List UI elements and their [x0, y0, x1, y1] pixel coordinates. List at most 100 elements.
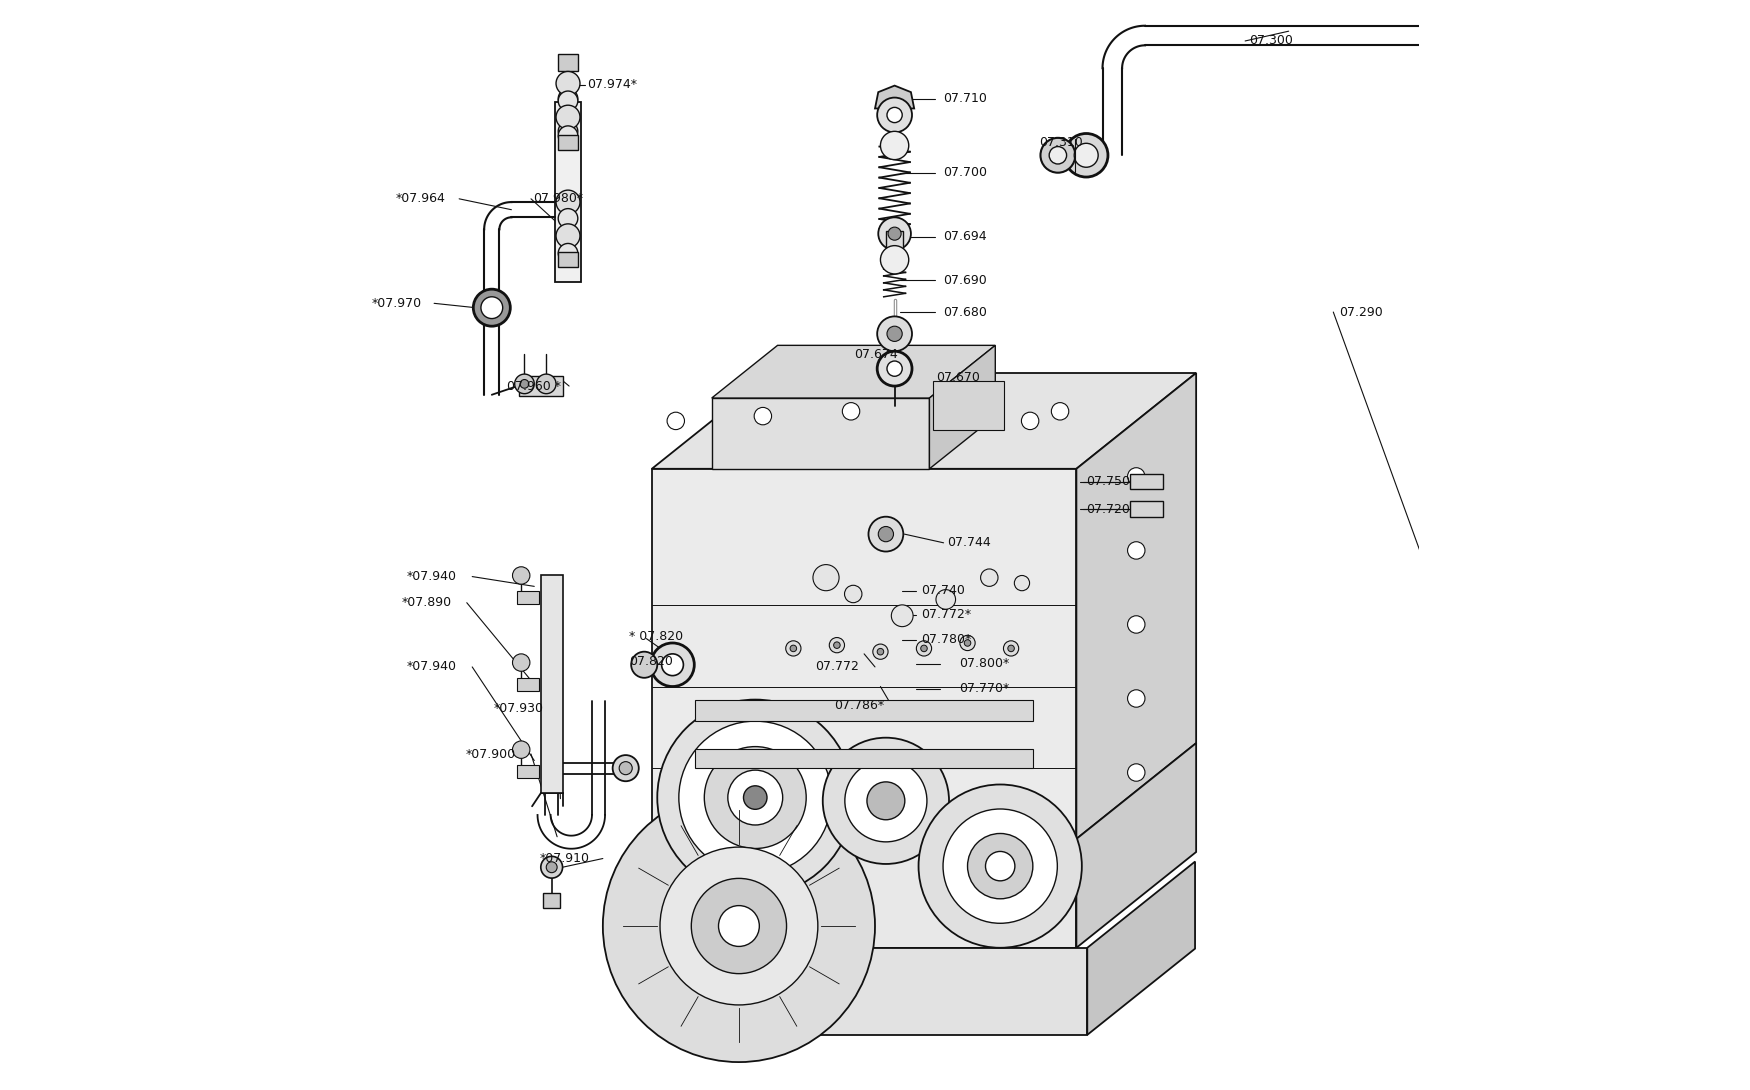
Circle shape — [513, 741, 530, 759]
Bar — [1130, 474, 1164, 489]
Text: 07.710: 07.710 — [943, 93, 987, 105]
Bar — [555, 102, 581, 281]
Circle shape — [830, 638, 845, 653]
Circle shape — [964, 640, 971, 646]
Text: 07.670: 07.670 — [936, 371, 980, 384]
Circle shape — [1465, 727, 1500, 762]
Circle shape — [919, 785, 1082, 948]
Circle shape — [602, 790, 875, 1062]
Polygon shape — [1087, 861, 1195, 1034]
Bar — [1130, 501, 1164, 517]
Text: *07.940: *07.940 — [408, 661, 457, 674]
Circle shape — [481, 296, 502, 318]
Text: 07.720: 07.720 — [1087, 502, 1130, 516]
Text: * 07.820: * 07.820 — [628, 630, 682, 643]
Circle shape — [936, 590, 956, 609]
Circle shape — [1127, 468, 1144, 485]
Text: *07.890: *07.890 — [401, 596, 452, 609]
Circle shape — [704, 747, 807, 848]
Circle shape — [556, 106, 579, 129]
Circle shape — [719, 906, 760, 946]
Circle shape — [943, 809, 1057, 923]
Circle shape — [632, 652, 658, 678]
Circle shape — [891, 605, 914, 627]
Circle shape — [558, 243, 578, 263]
Text: 07.700: 07.700 — [943, 166, 987, 179]
Bar — [520, 376, 562, 396]
Bar — [933, 382, 1004, 431]
Circle shape — [556, 72, 579, 96]
Circle shape — [558, 121, 578, 141]
Circle shape — [660, 847, 817, 1005]
Circle shape — [679, 722, 831, 874]
Circle shape — [968, 834, 1032, 899]
Bar — [712, 398, 929, 469]
Text: 07.310: 07.310 — [1040, 136, 1083, 148]
Circle shape — [887, 326, 903, 341]
Circle shape — [541, 857, 562, 879]
Circle shape — [620, 762, 632, 775]
Circle shape — [880, 131, 908, 159]
Circle shape — [1022, 412, 1040, 429]
Text: 07.974*: 07.974* — [588, 78, 637, 92]
Circle shape — [963, 398, 980, 415]
Circle shape — [537, 374, 556, 393]
Circle shape — [1475, 762, 1489, 775]
Polygon shape — [651, 373, 1197, 469]
Circle shape — [786, 641, 802, 656]
Circle shape — [514, 374, 534, 393]
Text: 07.772*: 07.772* — [920, 608, 971, 621]
Polygon shape — [1076, 743, 1197, 948]
Circle shape — [513, 654, 530, 671]
Bar — [886, 231, 903, 255]
Circle shape — [1015, 576, 1029, 591]
Circle shape — [556, 223, 579, 247]
Circle shape — [1003, 641, 1018, 656]
Text: 07.772: 07.772 — [816, 661, 859, 674]
Text: 07.740: 07.740 — [920, 584, 964, 597]
Text: *07.970: *07.970 — [373, 296, 422, 310]
Text: *07.900: *07.900 — [466, 748, 516, 761]
Circle shape — [873, 644, 887, 659]
Circle shape — [917, 641, 931, 656]
Circle shape — [845, 585, 863, 603]
Circle shape — [1466, 753, 1498, 784]
Circle shape — [558, 76, 578, 96]
Circle shape — [887, 361, 903, 376]
Circle shape — [1127, 690, 1144, 707]
Bar — [516, 765, 539, 778]
Circle shape — [868, 517, 903, 552]
Circle shape — [1064, 133, 1108, 177]
Circle shape — [880, 245, 908, 274]
Bar — [695, 749, 1032, 768]
Text: *07.964: *07.964 — [396, 192, 446, 205]
Circle shape — [558, 92, 578, 111]
Text: 07.290: 07.290 — [1339, 305, 1382, 318]
Circle shape — [877, 649, 884, 655]
Circle shape — [822, 738, 949, 864]
Circle shape — [558, 208, 578, 228]
Bar — [516, 678, 539, 691]
Circle shape — [651, 643, 695, 687]
Circle shape — [1074, 143, 1099, 167]
Circle shape — [845, 760, 928, 841]
Bar — [558, 134, 578, 149]
Bar — [651, 469, 1076, 839]
Circle shape — [877, 351, 912, 386]
Text: *07.910: *07.910 — [539, 852, 590, 865]
Bar — [695, 700, 1032, 722]
Circle shape — [1041, 137, 1074, 172]
Text: 07.960 *: 07.960 * — [507, 379, 562, 392]
Text: 07.800*: 07.800* — [959, 657, 1010, 670]
Circle shape — [878, 526, 894, 542]
Text: 07.780*: 07.780* — [920, 633, 971, 646]
Circle shape — [877, 316, 912, 351]
Text: 07.694: 07.694 — [943, 230, 987, 243]
Circle shape — [961, 635, 975, 651]
Text: 07.690: 07.690 — [943, 274, 987, 287]
Text: 07.744: 07.744 — [947, 536, 990, 549]
Circle shape — [833, 642, 840, 649]
Circle shape — [789, 645, 796, 652]
Circle shape — [612, 755, 639, 782]
Circle shape — [754, 408, 772, 425]
